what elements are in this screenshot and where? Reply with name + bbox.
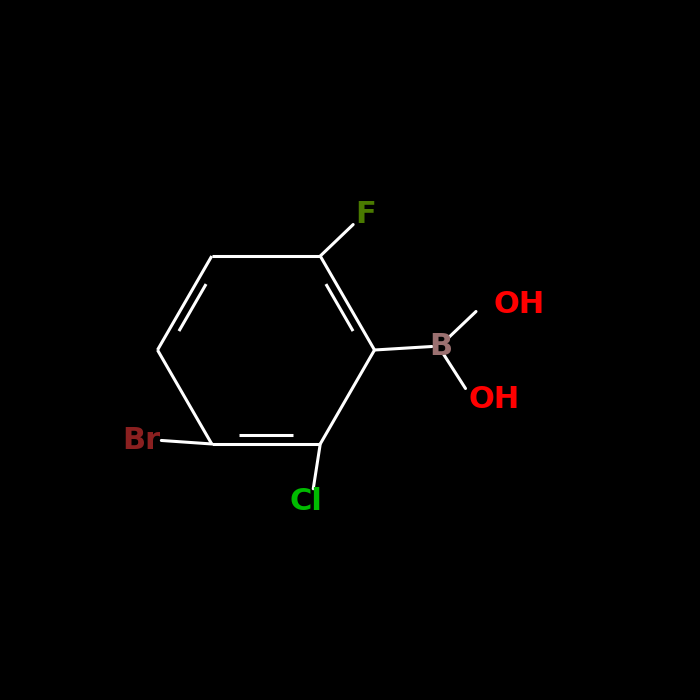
Text: F: F bbox=[356, 199, 376, 228]
Text: OH: OH bbox=[469, 384, 520, 414]
Text: OH: OH bbox=[494, 290, 545, 319]
Text: B: B bbox=[429, 332, 453, 361]
Text: Cl: Cl bbox=[290, 487, 323, 516]
Text: Br: Br bbox=[122, 426, 161, 455]
